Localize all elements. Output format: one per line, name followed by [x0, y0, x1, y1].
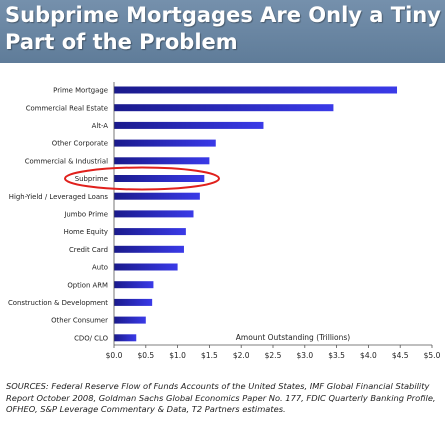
category-label: Other Corporate	[52, 140, 108, 148]
x-tick-label: $4.0	[360, 351, 377, 360]
category-labels-group: Prime Mortgage Commercial Real Estate Alt-…	[8, 87, 109, 343]
category-label: CDO/ CLO	[74, 334, 108, 342]
category-label: Alt-A	[92, 122, 109, 130]
chart-title-line-1: Subprime Mortgages Are Only a Tiny	[5, 3, 441, 27]
bar-chart: Prime Mortgage Commercial Real Estate Alt-…	[8, 82, 441, 360]
category-label: Home Equity	[64, 228, 108, 236]
category-label: High-Yield / Leveraged Loans	[9, 193, 109, 201]
bar-commercial-real-estate	[114, 104, 334, 112]
category-label: Commercial & Industrial	[25, 157, 108, 165]
bar-commercial-industrial	[114, 157, 210, 165]
bar-credit-card	[114, 245, 184, 253]
bar-cdo-clo	[114, 334, 137, 342]
category-label: Subprime	[75, 175, 108, 183]
bar-prime-mortgage	[114, 86, 398, 94]
bar-home-equity	[114, 228, 186, 236]
x-tick-label: $2.0	[233, 351, 250, 360]
bars-group	[114, 86, 398, 342]
chart-title-line-2: Part of the Problem	[5, 30, 238, 54]
x-axis-title: Amount Outstanding (Trillions)	[236, 333, 350, 342]
category-label: Commercial Real Estate	[26, 104, 108, 112]
x-tick-label: $5.0	[424, 351, 441, 360]
x-tick-label: $2.5	[265, 351, 282, 360]
category-label: Credit Card	[69, 246, 108, 254]
category-label: Auto	[92, 264, 108, 272]
x-tick-label: $1.5	[201, 351, 218, 360]
category-label: Construction & Development	[8, 299, 108, 307]
bar-other-consumer	[114, 316, 146, 324]
x-tick-label: $4.5	[392, 351, 409, 360]
source-note: SOURCES: Federal Reserve Flow of Funds A…	[6, 381, 436, 414]
bar-subprime	[114, 175, 205, 182]
category-label: Option ARM	[67, 281, 108, 289]
bar-auto	[114, 263, 178, 271]
x-tick-label: $0.5	[137, 351, 154, 360]
x-tick-label: $3.0	[296, 351, 313, 360]
category-label: Prime Mortgage	[53, 87, 108, 95]
bar-jumbo-prime	[114, 210, 194, 218]
bar-alt-a	[114, 121, 264, 129]
category-label: Other Consumer	[51, 317, 108, 325]
x-tick-label: $0.0	[106, 351, 123, 360]
x-tick-label: $3.5	[328, 351, 345, 360]
bar-option-arm	[114, 281, 154, 289]
x-axis: $0.0 $0.5 $1.0 $1.5 $2.0 $2.5 $3.0 $3.5 $4.0 $4.5…	[106, 82, 441, 360]
bar-construction-development	[114, 298, 153, 306]
bar-high-yield-leveraged-loans	[114, 192, 200, 200]
chart-area: Prime Mortgage Commercial Real Estate Alt-…	[0, 68, 445, 372]
x-tick-label: $1.0	[169, 351, 186, 360]
subprime-highlight-ellipse	[64, 166, 220, 191]
bar-other-corporate	[114, 139, 216, 147]
category-label: Jumbo Prime	[63, 211, 108, 219]
title-banner: Subprime Mortgages Are Only a Tiny Part …	[0, 0, 445, 63]
